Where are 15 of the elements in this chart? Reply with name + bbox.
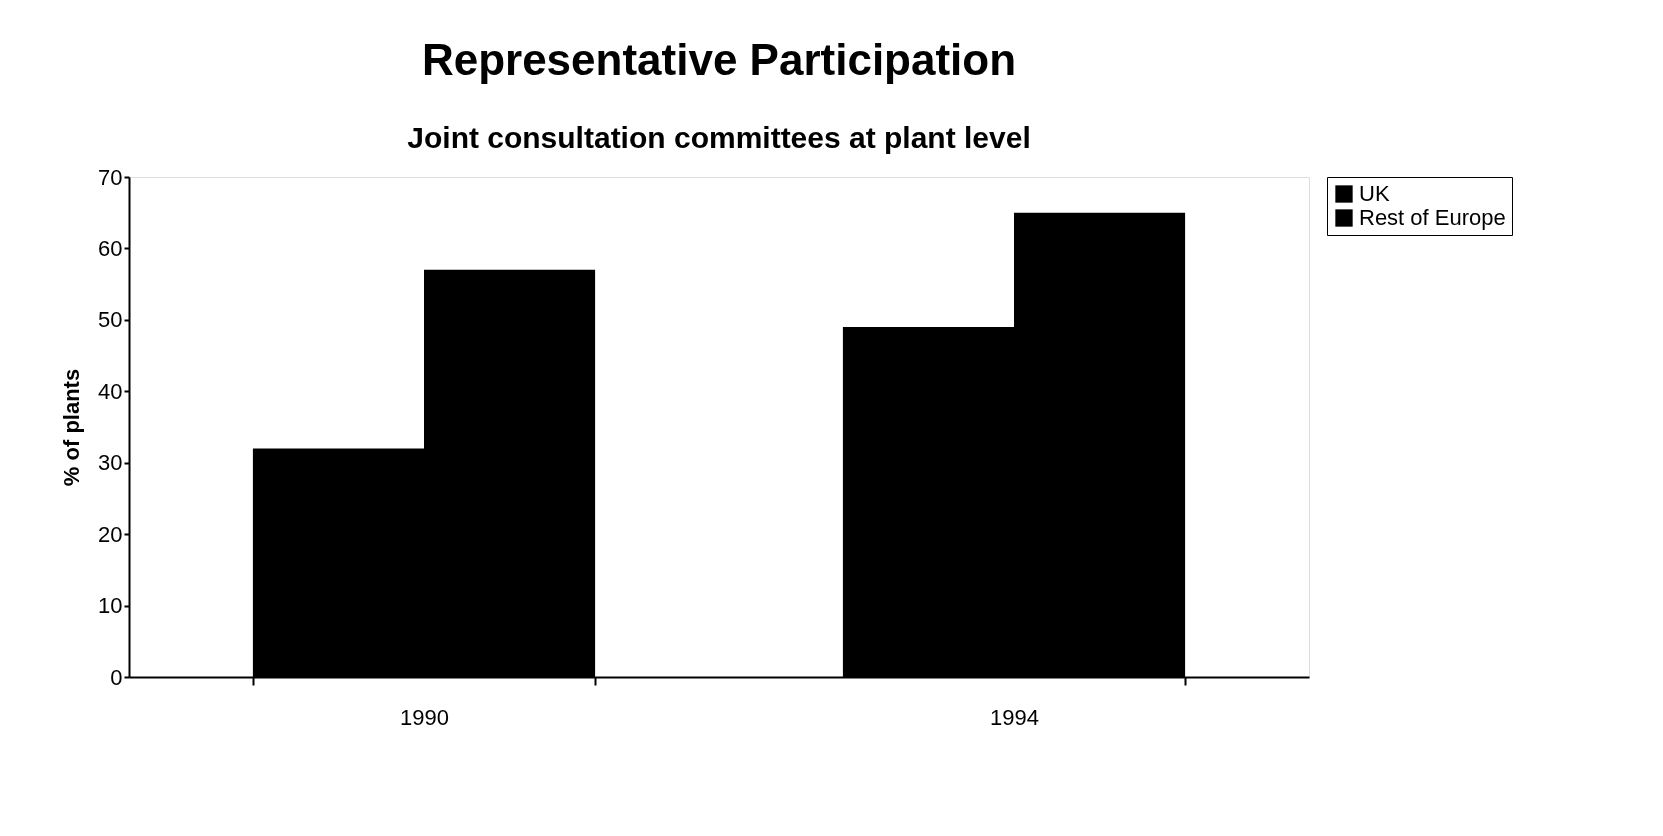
y-tick-label: 60	[98, 235, 123, 261]
y-tick-label: 50	[98, 307, 123, 333]
y-tick-label: 70	[98, 164, 123, 190]
y-tick-label: 30	[98, 450, 123, 476]
x-tick-label: 1990	[400, 704, 449, 730]
y-axis-title: % of plants	[59, 368, 85, 487]
legend-label: UK	[1359, 181, 1390, 206]
chart-title: Representative Participation	[421, 35, 1017, 84]
legend-label: Rest of Europe	[1359, 205, 1506, 230]
y-tick-label: 20	[98, 521, 123, 547]
x-tick-label: 1994	[990, 704, 1039, 730]
chart-subtitle: Joint consultation committees at plant level	[407, 121, 1031, 154]
y-tick-label: 0	[110, 664, 123, 690]
y-tick-label: 10	[98, 593, 123, 619]
y-tick-label: 40	[98, 378, 123, 404]
